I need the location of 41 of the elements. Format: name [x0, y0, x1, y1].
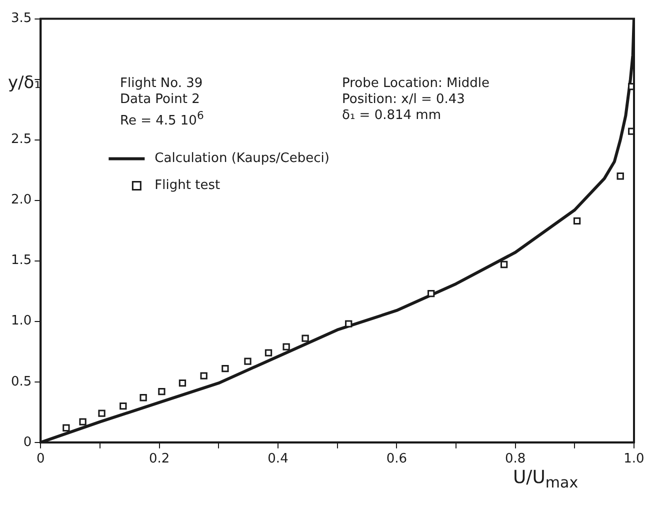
annotation: Re = 4.5 10$^{6}$: [120, 108, 204, 130]
point: [616, 172, 624, 180]
point: [222, 364, 229, 372]
annotation: Position: x/l = 0.43: [342, 92, 466, 108]
y-tick-label: 1.5: [10, 253, 32, 268]
x-tick-label: 0.8: [504, 452, 526, 467]
annotation: Flight No. 39: [120, 76, 204, 92]
point: [98, 410, 106, 417]
y-tick-label: 2.5: [10, 132, 32, 148]
point: [302, 334, 309, 342]
point: [178, 380, 186, 387]
legend-label: Flight test: [154, 178, 220, 194]
y-tick-label: 0: [23, 434, 32, 450]
y-axis-title: y/δ₁: [8, 73, 42, 93]
legend-label: Calculation (Kaups/Cebeci): [154, 151, 330, 166]
point: [282, 343, 290, 350]
x-tick-label: 0.2: [148, 452, 170, 467]
point: [264, 349, 272, 356]
point: [200, 372, 208, 380]
y-tick-label: 0.5: [10, 374, 32, 390]
point: [500, 260, 508, 268]
x-tick-label: 1.0: [624, 452, 644, 467]
y-tick-label: 2.0: [10, 192, 32, 208]
annotation: Data Point 2: [120, 92, 201, 108]
x-axis-title: U/U$_{max}$: [513, 467, 578, 492]
point: [244, 358, 252, 365]
x-tick-label: 0: [36, 452, 45, 467]
point: [573, 217, 581, 224]
point: [79, 418, 86, 426]
point: [345, 320, 352, 328]
y-tick-label: 3.5: [10, 11, 32, 26]
point: [140, 394, 147, 402]
point: [158, 388, 166, 396]
point: [428, 290, 435, 298]
point: [62, 424, 70, 432]
y-tick-label: 1.0: [10, 314, 32, 329]
x-tick-label: 0.6: [386, 452, 408, 467]
annotation: Probe Location: Middle: [342, 76, 490, 92]
annotation: δ₁ = 0.814 mm: [342, 108, 442, 124]
x-tick-label: 0.4: [268, 452, 288, 467]
point: [120, 402, 127, 410]
